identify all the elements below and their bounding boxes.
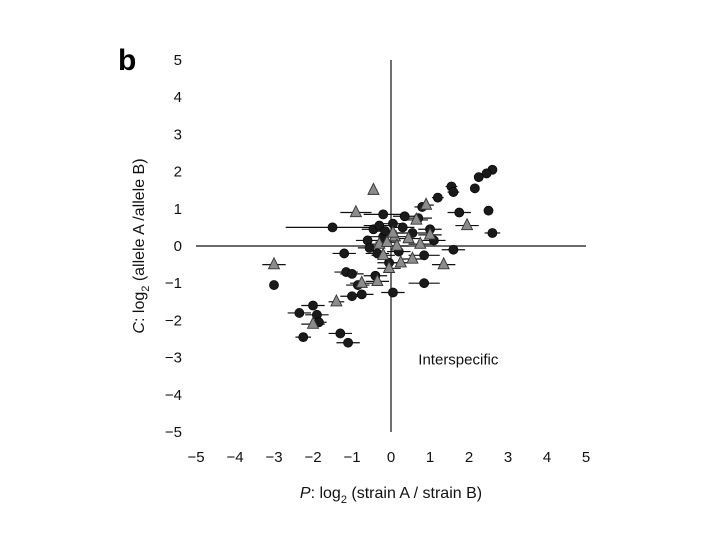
circle-point <box>364 242 375 253</box>
y-axis-title-rest: : log <box>131 292 148 322</box>
x-tick-label: −2 <box>304 449 321 466</box>
x-axis-title-rest: : log <box>311 485 341 502</box>
data-points <box>267 164 498 348</box>
circle-point <box>343 337 353 348</box>
circle-point <box>483 205 494 216</box>
y-ticks: 5 4 3 2 1 0 −1 −2 −3 −4 −5 <box>165 52 182 441</box>
triangle-point <box>419 197 433 210</box>
triangle-point <box>460 217 474 231</box>
y-axis-title-tail: (allele A /allele B) <box>131 158 148 285</box>
x-ticks: −5 −4 −3 −2 −1 0 1 2 3 4 5 <box>187 449 590 466</box>
circle-point <box>473 172 484 183</box>
triangle-point <box>414 236 427 249</box>
y-tick-label: −3 <box>165 350 182 367</box>
y-axis-title-sub: 2 <box>140 286 152 292</box>
y-tick-label: −2 <box>165 312 182 329</box>
circle-point <box>487 228 498 238</box>
x-axis-title: P: log2 (strain A / strain B) <box>300 485 482 506</box>
circle-point <box>419 250 430 261</box>
triangle-point <box>410 212 423 225</box>
circle-point <box>380 226 391 237</box>
x-tick-label: 0 <box>387 449 395 466</box>
circle-point <box>419 278 430 289</box>
x-tick-label: −4 <box>226 449 243 466</box>
circle-point <box>378 209 389 220</box>
y-tick-label: −4 <box>165 387 182 404</box>
triangle-point <box>349 204 363 218</box>
panel-label: b <box>118 44 136 77</box>
x-tick-label: −5 <box>187 449 204 466</box>
triangle-point <box>437 256 450 270</box>
circle-point <box>269 280 279 290</box>
circle-point <box>432 192 443 203</box>
triangle-point <box>394 254 407 268</box>
triangle-point <box>306 316 320 329</box>
circle-point <box>448 187 459 197</box>
y-tick-label: 5 <box>174 52 182 69</box>
x-tick-label: 1 <box>426 449 434 466</box>
x-axis-title-tail: (strain A / strain B) <box>347 485 482 502</box>
annotation-interspecific: Interspecific <box>418 351 499 368</box>
circle-point <box>308 300 318 311</box>
x-tick-label: 5 <box>582 449 590 466</box>
triangle-point <box>367 182 380 195</box>
y-tick-label: 1 <box>174 201 182 218</box>
circle-point <box>469 183 480 194</box>
circle-point <box>388 287 398 298</box>
circle-point <box>327 222 338 233</box>
circle-point <box>454 207 465 218</box>
x-tick-label: −3 <box>265 449 282 466</box>
y-axis-title: C: log2 (allele A /allele B) <box>131 158 152 333</box>
y-tick-label: −1 <box>165 275 182 292</box>
y-tick-label: −5 <box>165 424 182 441</box>
triangle-point <box>406 251 419 264</box>
x-tick-label: 4 <box>543 449 551 466</box>
triangle-point <box>267 256 281 270</box>
triangle-point <box>355 275 368 288</box>
x-tick-label: 2 <box>465 449 473 466</box>
triangle-point <box>423 227 437 240</box>
triangle-point <box>376 247 390 260</box>
circle-point <box>448 244 459 255</box>
circle-point <box>347 291 357 302</box>
y-tick-label: 4 <box>174 89 182 106</box>
triangle-point <box>371 273 384 286</box>
x-tick-label: −1 <box>343 449 360 466</box>
circle-point <box>339 248 350 259</box>
circle-point <box>335 328 346 339</box>
circle-point <box>347 268 357 279</box>
triangle-point <box>390 238 404 251</box>
y-tick-label: 3 <box>174 126 182 143</box>
circle-point <box>298 332 309 343</box>
triangle-point <box>382 260 396 273</box>
y-tick-label: 2 <box>174 164 182 181</box>
circle-point <box>294 308 305 318</box>
x-axis-title-sub: 2 <box>341 494 347 506</box>
circle-point <box>399 211 410 222</box>
triangle-point <box>402 230 415 244</box>
triangle-point <box>386 225 400 238</box>
circle-point <box>356 289 367 300</box>
circle-point <box>397 222 408 233</box>
triangle-point <box>330 293 343 307</box>
y-axis-title-italic: C <box>131 322 148 334</box>
circle-point <box>481 168 492 179</box>
x-tick-label: 3 <box>504 449 512 466</box>
y-tick-label: 0 <box>174 238 182 255</box>
x-axis-title-italic: P <box>300 485 311 502</box>
